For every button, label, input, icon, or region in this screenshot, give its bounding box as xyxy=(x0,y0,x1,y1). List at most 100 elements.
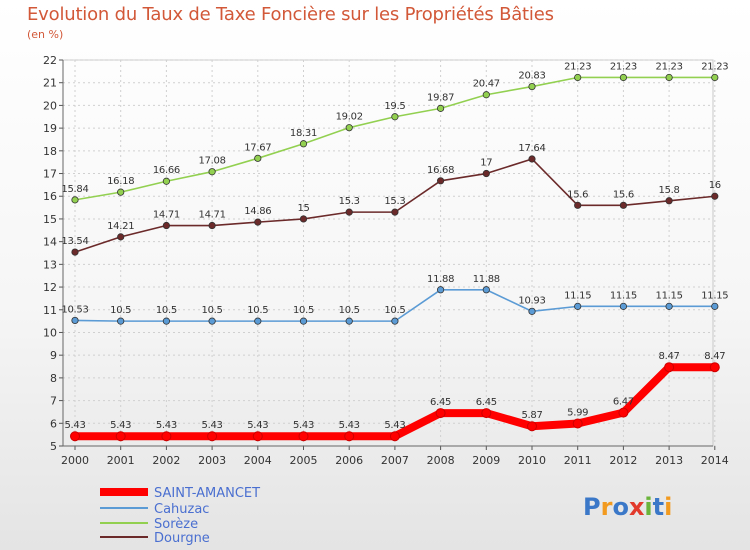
data-label: 20.47 xyxy=(473,79,500,90)
data-label: 15.6 xyxy=(613,189,634,200)
logo-text: Proxiti xyxy=(583,493,672,521)
y-tick-label: 21 xyxy=(43,77,57,90)
data-point xyxy=(482,91,490,99)
data-label: 17 xyxy=(480,158,492,169)
data-point xyxy=(208,168,216,176)
y-tick-label: 16 xyxy=(43,190,57,203)
x-tick-label: 2010 xyxy=(518,454,546,467)
x-tick-label: 2004 xyxy=(244,454,272,467)
y-tick-label: 14 xyxy=(43,236,57,249)
data-point xyxy=(254,317,262,325)
y-tick-label: 11 xyxy=(43,304,57,317)
data-label: 5.43 xyxy=(202,420,223,431)
data-label: 21.23 xyxy=(656,61,683,72)
data-label: 10.5 xyxy=(339,305,360,316)
data-label: 8.47 xyxy=(704,351,725,362)
data-label: 19.5 xyxy=(384,101,405,112)
data-label: 10.53 xyxy=(61,304,88,315)
data-point xyxy=(436,286,445,294)
data-point xyxy=(299,140,308,148)
data-label: 5.99 xyxy=(567,408,588,419)
legend-item: Dourgne xyxy=(154,531,210,546)
data-label: 19.87 xyxy=(427,92,454,103)
data-label: 5.43 xyxy=(156,420,177,431)
data-label: 15.3 xyxy=(339,196,360,207)
data-point xyxy=(298,431,309,442)
data-point xyxy=(436,104,445,112)
x-tick-label: 2009 xyxy=(472,454,500,467)
y-tick-label: 12 xyxy=(43,281,57,294)
legend-item: Sorèze xyxy=(154,517,198,532)
y-tick-label: 8 xyxy=(50,372,57,385)
data-label: 16.18 xyxy=(107,176,134,187)
data-label: 10.5 xyxy=(384,305,405,316)
legend-item: Cahuzac xyxy=(154,502,209,517)
data-label: 15.3 xyxy=(384,196,405,207)
x-tick-label: 2007 xyxy=(381,454,409,467)
data-point xyxy=(115,431,126,442)
chart-subtitle: (en %) xyxy=(27,28,64,41)
data-point xyxy=(299,215,308,223)
data-label: 15 xyxy=(297,203,309,214)
data-point xyxy=(391,113,399,121)
y-tick-label: 6 xyxy=(50,417,57,430)
data-label: 5.87 xyxy=(521,410,542,421)
data-label: 10.93 xyxy=(518,295,545,306)
data-point xyxy=(161,431,172,442)
data-point xyxy=(299,317,308,325)
x-tick-label: 2012 xyxy=(609,454,637,467)
data-label: 21.23 xyxy=(610,61,637,72)
y-tick-label: 10 xyxy=(43,326,57,339)
data-label: 14.86 xyxy=(244,206,271,217)
y-tick-label: 20 xyxy=(43,99,57,112)
y-tick-label: 22 xyxy=(43,54,57,67)
data-label: 19.02 xyxy=(336,112,363,123)
data-point xyxy=(711,192,719,200)
data-point xyxy=(254,218,262,226)
y-tick-label: 7 xyxy=(50,395,57,408)
data-label: 5.43 xyxy=(110,420,131,431)
x-tick-label: 2013 xyxy=(655,454,683,467)
x-tick-label: 2008 xyxy=(427,454,455,467)
y-tick-label: 5 xyxy=(50,440,57,453)
data-label: 5.43 xyxy=(339,420,360,431)
data-point xyxy=(711,73,719,82)
data-point xyxy=(389,431,400,442)
data-label: 6.47 xyxy=(613,397,634,408)
data-point xyxy=(528,307,536,315)
x-tick-label: 2006 xyxy=(335,454,363,467)
data-point xyxy=(482,169,490,178)
x-tick-label: 2005 xyxy=(290,454,318,467)
data-label: 6.45 xyxy=(430,397,451,408)
x-tick-label: 2000 xyxy=(61,454,89,467)
data-label: 11.15 xyxy=(701,290,728,301)
data-label: 10.5 xyxy=(202,305,223,316)
data-label: 21.23 xyxy=(564,61,591,72)
data-point xyxy=(207,431,218,442)
data-point xyxy=(345,317,353,325)
data-label: 6.45 xyxy=(476,397,497,408)
data-point xyxy=(70,431,80,442)
data-point xyxy=(528,155,536,163)
data-point xyxy=(572,418,583,429)
data-label: 18.31 xyxy=(290,128,317,139)
data-label: 8.47 xyxy=(659,351,680,362)
data-point xyxy=(71,196,79,204)
y-tick-label: 15 xyxy=(43,213,57,226)
x-tick-label: 2001 xyxy=(107,454,135,467)
data-point xyxy=(665,197,673,205)
data-point xyxy=(162,177,170,185)
data-point xyxy=(528,82,536,91)
data-label: 11.88 xyxy=(427,274,454,285)
x-tick-label: 2003 xyxy=(198,454,226,467)
data-point xyxy=(574,302,582,310)
data-label: 17.64 xyxy=(518,143,545,154)
data-label: 11.15 xyxy=(564,290,591,301)
data-point xyxy=(344,431,355,442)
x-tick-label: 2011 xyxy=(564,454,592,467)
data-point xyxy=(345,208,353,216)
data-label: 16.68 xyxy=(427,165,454,176)
data-label: 10.5 xyxy=(247,305,268,316)
